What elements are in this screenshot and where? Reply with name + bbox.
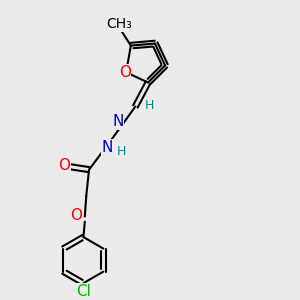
Text: O: O (70, 208, 83, 223)
Text: O: O (119, 65, 131, 80)
Text: H: H (117, 145, 126, 158)
Text: H: H (145, 98, 154, 112)
Text: N: N (112, 114, 124, 129)
Text: CH₃: CH₃ (107, 17, 133, 31)
Text: Cl: Cl (76, 284, 91, 298)
Text: O: O (58, 158, 70, 173)
Text: N: N (102, 140, 113, 155)
